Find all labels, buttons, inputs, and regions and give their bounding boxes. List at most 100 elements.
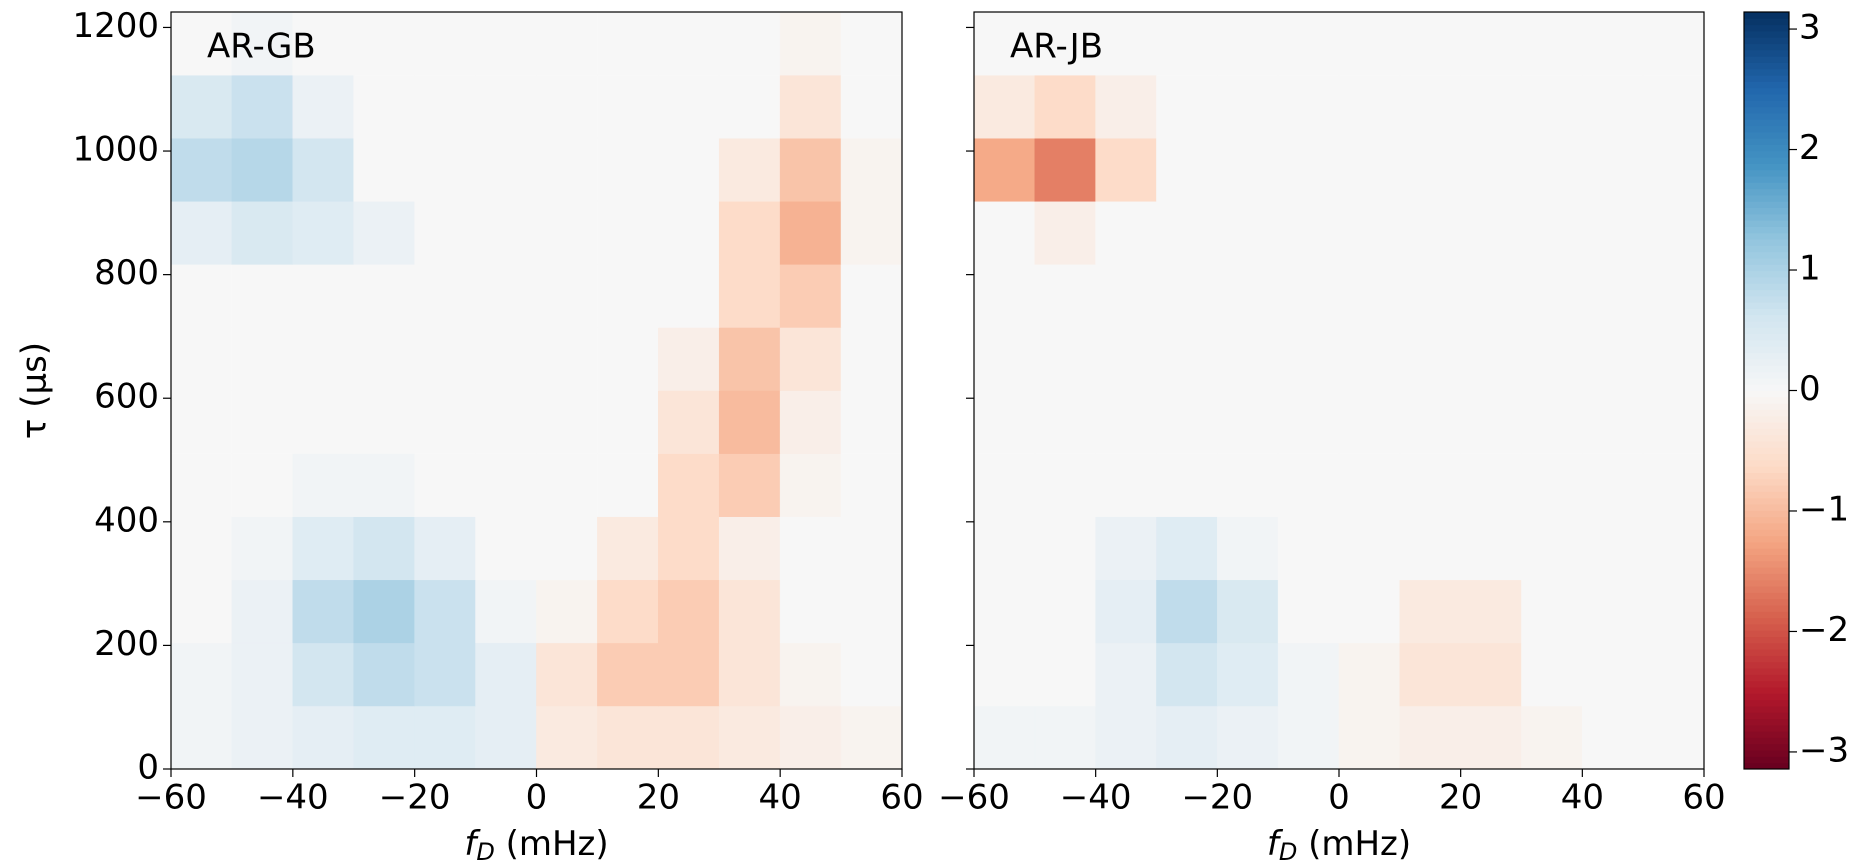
heatmap-cell	[973, 642, 1036, 707]
colorbar-segment	[1744, 522, 1789, 530]
heatmap-cell	[1217, 642, 1279, 707]
heatmap-cell	[1217, 453, 1279, 517]
colorbar-tick-label: −1	[1799, 489, 1849, 529]
heatmap-cell	[1156, 453, 1218, 517]
heatmap-cell	[292, 390, 355, 454]
y-tick-label: 1200	[72, 6, 159, 46]
heatmap-cell	[1521, 516, 1583, 581]
colorbar-segment	[1744, 75, 1789, 82]
heatmap-cell	[597, 74, 659, 139]
colorbar-segment	[1744, 232, 1789, 240]
heatmap-cell	[170, 453, 233, 517]
heatmap-cell	[353, 579, 415, 644]
heatmap-cell	[170, 579, 233, 644]
heatmap-cell	[353, 11, 415, 76]
heatmap-cell	[1095, 705, 1157, 770]
colorbar-segment	[1744, 396, 1789, 404]
x-tick-label: 60	[880, 778, 923, 818]
heatmap-cell	[779, 390, 842, 454]
heatmap-cell	[973, 200, 1036, 265]
colorbar-segment	[1744, 541, 1789, 549]
colorbar-segment	[1744, 440, 1789, 448]
heatmap-cell	[840, 579, 903, 644]
heatmap-cell	[1034, 137, 1096, 202]
heatmap-cell	[170, 642, 233, 707]
colorbar-segment	[1744, 43, 1789, 51]
heatmap-cell	[1582, 642, 1644, 707]
colorbar-segment	[1744, 661, 1789, 669]
heatmap-cell	[536, 200, 598, 265]
colorbar-segment	[1744, 270, 1789, 278]
heatmap-cell	[1095, 579, 1157, 644]
colorbar-segment	[1744, 668, 1789, 675]
heatmap-cell	[1095, 327, 1157, 391]
y-tick-label: 200	[94, 624, 159, 664]
heatmap-cell	[292, 137, 355, 202]
heatmap-cell	[1095, 11, 1157, 76]
colorbar-segment	[1744, 611, 1789, 619]
heatmap-cell	[1460, 642, 1522, 707]
heatmap-cell	[1034, 264, 1096, 328]
colorbar-segment	[1744, 239, 1789, 246]
heatmap-cell	[1642, 137, 1705, 202]
colorbar-segment	[1744, 163, 1789, 171]
x-tick-label: −60	[938, 778, 1010, 818]
heatmap-cell	[414, 516, 476, 581]
heatmap-cell	[718, 579, 781, 644]
colorbar-segment	[1744, 333, 1789, 341]
heatmap-cell	[1582, 137, 1644, 202]
heatmap-cell	[1399, 137, 1461, 202]
heatmap-cell	[1642, 516, 1705, 581]
heatmap-cell	[840, 516, 903, 581]
heatmap-cell	[1521, 200, 1583, 265]
heatmap-cell	[1460, 705, 1522, 770]
colorbar-segment	[1744, 535, 1789, 543]
heatmap-cell	[779, 74, 842, 139]
y-tick-label: 800	[94, 253, 159, 293]
heatmap-cell	[1095, 453, 1157, 517]
colorbar-segment	[1744, 207, 1789, 215]
heatmap-cell	[1460, 453, 1522, 517]
heatmap-cell	[414, 327, 476, 391]
heatmap-cell	[1338, 74, 1401, 139]
colorbar-segment	[1744, 573, 1789, 581]
colorbar-segment	[1744, 49, 1789, 57]
heatmap-cell	[1582, 327, 1644, 391]
x-tick-label: 40	[1561, 778, 1604, 818]
heatmap-cell	[973, 705, 1036, 770]
heatmap-cell	[353, 642, 415, 707]
colorbar-segment	[1744, 504, 1789, 511]
heatmap-cell	[1399, 74, 1461, 139]
heatmap-cell	[231, 137, 294, 202]
colorbar-segment	[1744, 30, 1789, 38]
heatmap-cell	[475, 264, 537, 328]
heatmap-cell	[597, 327, 659, 391]
colorbar-segment	[1744, 712, 1789, 720]
heatmap-cell	[1399, 327, 1461, 391]
heatmap-cell	[414, 642, 476, 707]
heatmap-cell	[840, 327, 903, 391]
heatmap-cell	[170, 516, 233, 581]
heatmap-cell	[1521, 579, 1583, 644]
x-tick-label: 0	[1328, 778, 1350, 818]
heatmap-cell	[1034, 579, 1096, 644]
heatmap-cell	[475, 705, 537, 770]
heatmap-cell	[840, 264, 903, 328]
heatmap-cell	[292, 516, 355, 581]
x-tick-label: 60	[1682, 778, 1725, 818]
heatmap-cell	[1156, 327, 1218, 391]
x-tick-label: −40	[1060, 778, 1132, 818]
colorbar-segment	[1744, 686, 1789, 694]
colorbar-segment	[1744, 176, 1789, 183]
colorbar-segment	[1744, 308, 1789, 316]
heatmap-cell	[1034, 11, 1096, 76]
heatmap-cell	[597, 264, 659, 328]
heatmap-cell	[1217, 579, 1279, 644]
heatmap-cell	[292, 264, 355, 328]
colorbar-segment	[1744, 213, 1789, 221]
heatmap-cell	[1582, 74, 1644, 139]
colorbar-segment	[1744, 630, 1789, 638]
heatmap-cell	[1217, 327, 1279, 391]
heatmap-cell	[231, 74, 294, 139]
heatmap-cell	[597, 200, 659, 265]
